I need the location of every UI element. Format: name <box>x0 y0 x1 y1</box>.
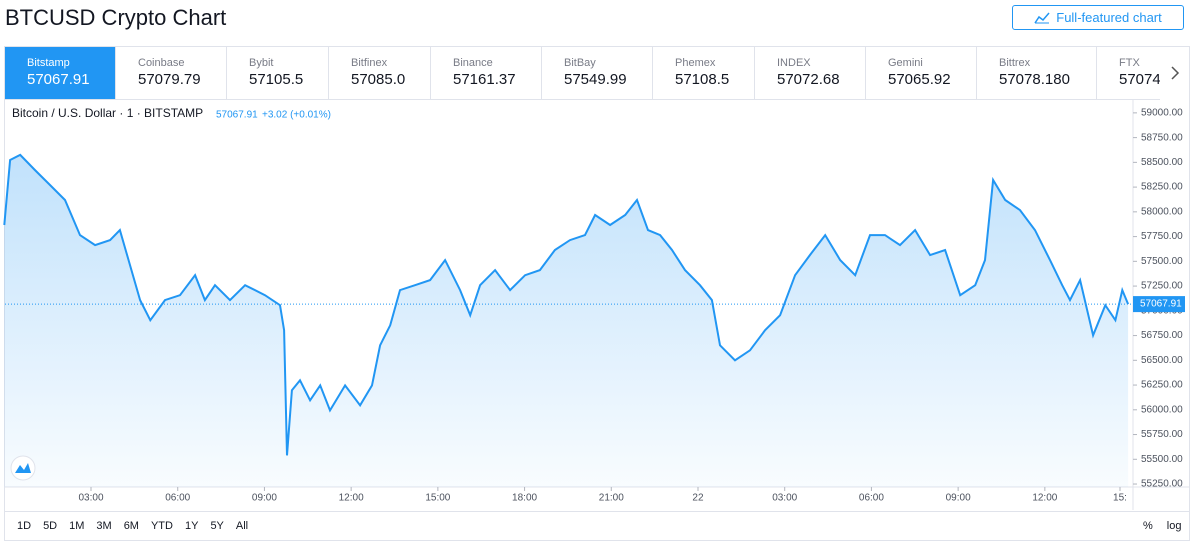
exchange-name: FTX <box>1119 57 1140 69</box>
button-label: Full-featured chart <box>1056 10 1162 25</box>
exchange-price: 57161.37 <box>453 71 516 88</box>
x-tick-label: 21:00 <box>599 493 624 504</box>
legend-price: 57067.91 <box>216 110 258 121</box>
exchange-price: 57078.180 <box>999 71 1070 88</box>
x-tick-label: 03:00 <box>78 493 103 504</box>
exchange-price: 57085.0 <box>351 71 406 88</box>
x-tick-label: 12:00 <box>1032 493 1057 504</box>
exchange-tab[interactable]: Bitstamp 57067.91 <box>5 47 116 99</box>
exchange-price: 57549.99 <box>564 71 627 88</box>
exchange-price: 57079.79 <box>138 71 201 88</box>
x-tick-label: 22 <box>692 493 704 504</box>
x-tick-label: 09:00 <box>252 493 277 504</box>
price-area <box>4 154 1129 487</box>
range-buttons: 1D 5D 1M 3M 6M YTD 1Y 5Y All <box>17 520 248 532</box>
y-tick-label: 59000.00 <box>1141 108 1183 119</box>
y-tick-label: 58750.00 <box>1141 132 1183 143</box>
range-button[interactable]: 5Y <box>210 520 224 532</box>
last-price-badge <box>1133 296 1185 313</box>
exchange-name: INDEX <box>777 57 811 69</box>
exchange-name: Bitstamp <box>27 57 70 69</box>
exchange-name: Binance <box>453 57 493 69</box>
bottom-toolbar: 1D 5D 1M 3M 6M YTD 1Y 5Y All % log <box>5 511 1189 540</box>
last-price-label: 57067.91 <box>1140 299 1182 310</box>
scale-button[interactable]: % <box>1143 520 1153 532</box>
exchange-tab[interactable]: FTX 57074 <box>1097 47 1160 99</box>
exchange-price: 57065.92 <box>888 71 951 88</box>
y-tick-label: 55500.00 <box>1141 454 1183 465</box>
scale-buttons: % log <box>1143 520 1181 532</box>
x-tick-label: 06:00 <box>165 493 190 504</box>
exchange-tab[interactable]: BitBay 57549.99 <box>542 47 653 99</box>
range-button[interactable]: YTD <box>150 520 173 532</box>
y-tick-label: 57500.00 <box>1141 256 1183 267</box>
range-button[interactable]: 6M <box>123 520 139 532</box>
logo <box>10 455 36 481</box>
exchange-name: Bybit <box>249 57 274 69</box>
chart: Bitcoin / U.S. Dollar · 1 · BITSTAMP 552… <box>3 100 1190 510</box>
y-tick-label: 56250.00 <box>1141 380 1183 391</box>
exchange-price: 57067.91 <box>27 71 90 88</box>
page-title: BTCUSD Crypto Chart <box>5 5 227 30</box>
price-line <box>3 153 1130 456</box>
exchange-name: Bitfinex <box>351 57 388 69</box>
exchange-price: 57105.5 <box>249 71 304 88</box>
x-tick-label: 06:00 <box>859 493 884 504</box>
exchange-name: Gemini <box>888 57 923 69</box>
exchange-tab[interactable]: Bitfinex 57085.0 <box>329 47 431 99</box>
y-tick-label: 56750.00 <box>1141 330 1183 341</box>
legend-change: +3.02 (+0.01%) <box>262 110 331 121</box>
y-tick-label: 56000.00 <box>1141 404 1183 415</box>
range-button[interactable]: All <box>235 520 249 532</box>
exchange-tab[interactable]: Bybit 57105.5 <box>227 47 329 99</box>
exchange-price: 57072.68 <box>777 71 840 88</box>
x-tick-label: 09:00 <box>946 493 971 504</box>
exchange-tabs: Bitstamp 57067.91 Coinbase 57079.79 Bybit 571… <box>5 47 1160 100</box>
exchange-name: Phemex <box>675 57 716 69</box>
range-button[interactable]: 3M <box>96 520 112 532</box>
exchange-tab[interactable]: Coinbase 57079.79 <box>116 47 227 99</box>
exchange-tab[interactable]: INDEX 57072.68 <box>755 47 866 99</box>
scroll-arrow[interactable] <box>1160 47 1189 99</box>
exchange-tab[interactable]: Bittrex 57078.180 <box>977 47 1097 99</box>
scale-button[interactable]: log <box>1166 520 1182 532</box>
exchange-name: Coinbase <box>138 57 185 69</box>
range-button[interactable]: 5D <box>43 520 58 532</box>
y-tick-label: 58500.00 <box>1141 157 1183 168</box>
full-chart-button[interactable]: Full-featured chart <box>1012 5 1184 30</box>
y-tick-label: 57250.00 <box>1141 281 1183 292</box>
range-button[interactable]: 1M <box>69 520 85 532</box>
y-tick-label: 58250.00 <box>1141 182 1183 193</box>
y-tick-label: 58000.00 <box>1141 206 1183 217</box>
exchange-name: Bittrex <box>999 57 1031 69</box>
exchange-price: 57074 <box>1119 71 1160 88</box>
range-button[interactable]: 1Y <box>184 520 199 532</box>
exchange-name: BitBay <box>564 57 596 69</box>
x-tick-label: 15:00 <box>425 493 450 504</box>
x-tick-label: 12:00 <box>339 493 364 504</box>
x-tick-label: 18:00 <box>512 493 537 504</box>
legend-symbol: Bitcoin / U.S. Dollar · 1 · BITSTAMP <box>12 106 203 120</box>
exchange-tab[interactable]: Gemini 57065.92 <box>866 47 977 99</box>
y-tick-label: 55250.00 <box>1141 479 1183 490</box>
range-button[interactable]: 1D <box>17 520 32 532</box>
x-tick-label: 03:00 <box>772 493 797 504</box>
y-tick-label: 56500.00 <box>1141 355 1183 366</box>
arrow-icon <box>1170 66 1179 80</box>
exchange-tab[interactable]: Phemex 57108.5 <box>653 47 755 99</box>
x-tick-label: 15: <box>1113 493 1127 504</box>
chart-icon <box>1034 12 1050 23</box>
exchange-tab[interactable]: Binance 57161.37 <box>431 47 542 99</box>
y-tick-label: 55750.00 <box>1141 429 1183 440</box>
exchange-price: 57108.5 <box>675 71 730 88</box>
y-tick-label: 57750.00 <box>1141 231 1183 242</box>
logo-mark <box>15 463 31 473</box>
